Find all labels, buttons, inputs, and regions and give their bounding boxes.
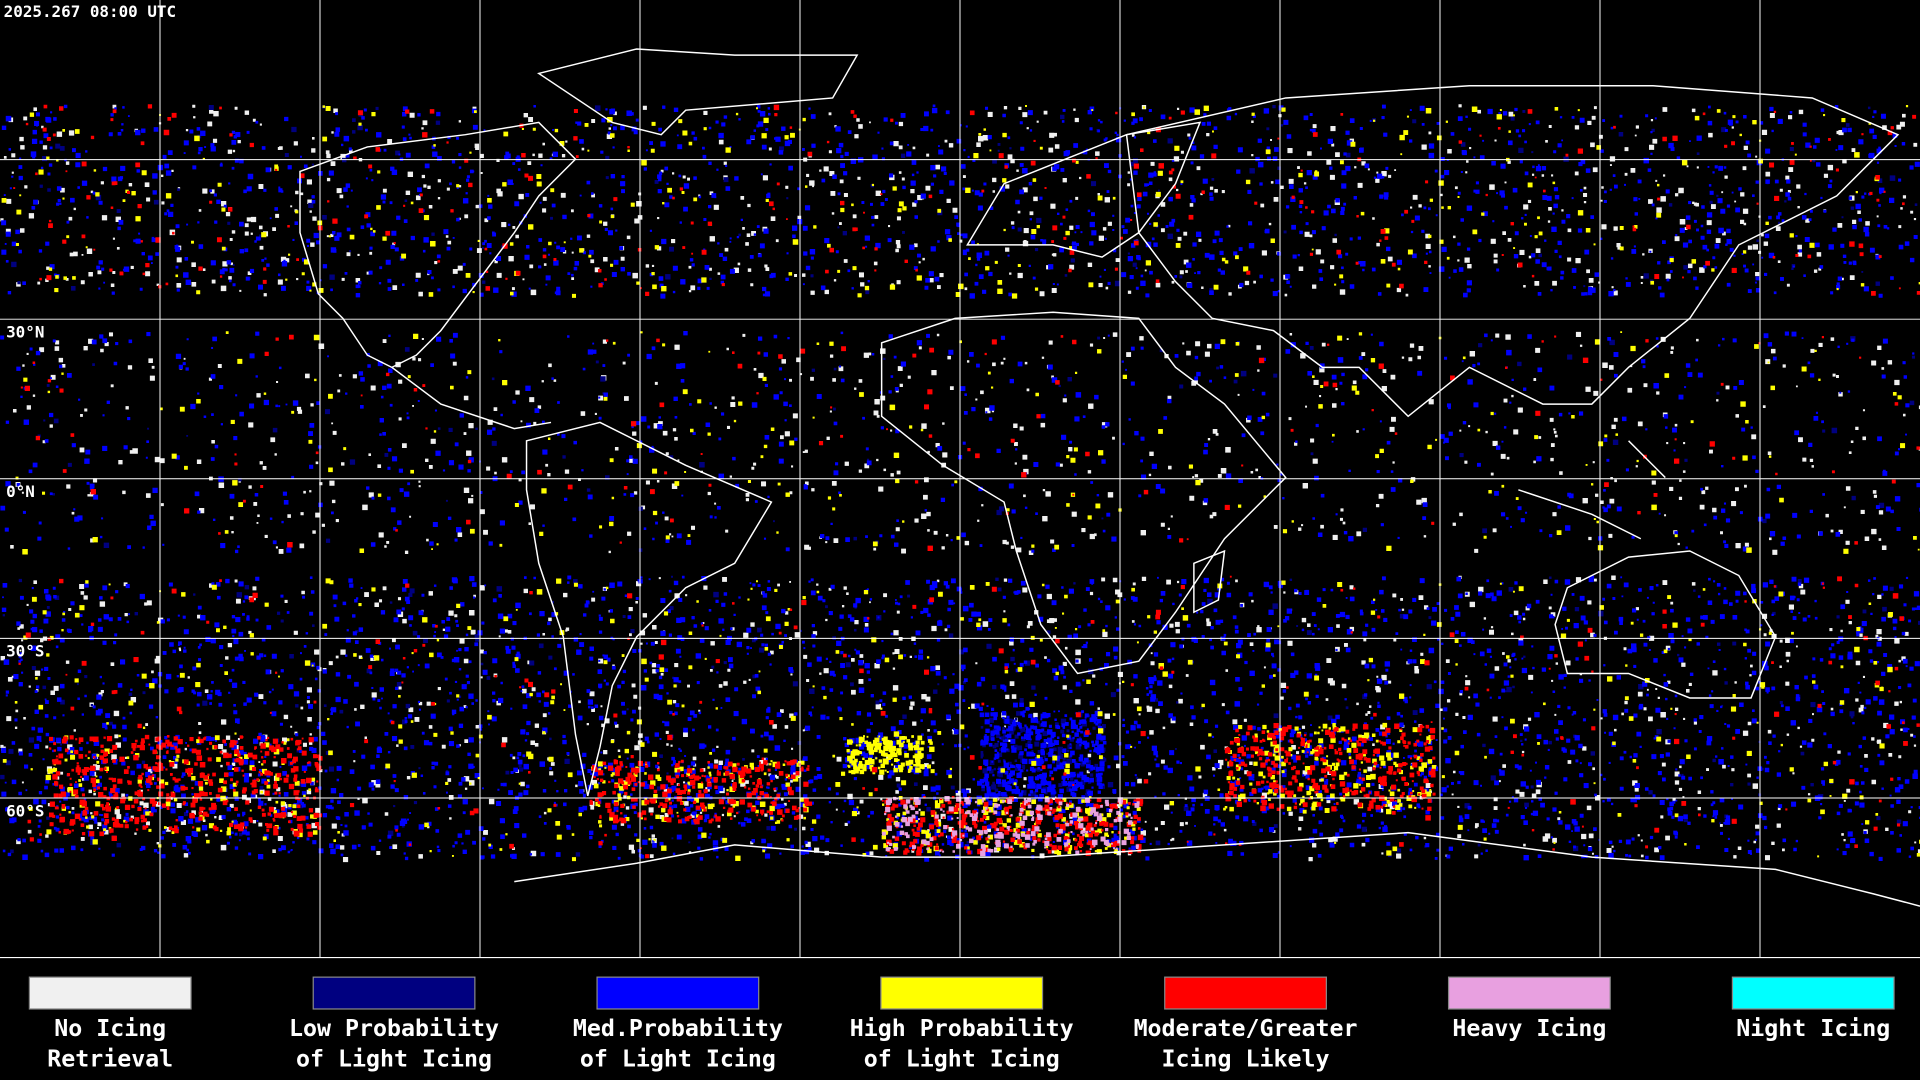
legend-label: Retrieval xyxy=(47,1046,173,1073)
legend-label: Icing Likely xyxy=(1162,1046,1330,1073)
coastlines xyxy=(299,48,1920,907)
latitude-label: 30°N xyxy=(6,323,44,342)
legend-swatch xyxy=(880,976,1044,1010)
coast-asia xyxy=(1125,84,1900,540)
legend-swatch xyxy=(1731,976,1895,1010)
legend-label: Night Icing xyxy=(1736,1015,1890,1042)
legend-label: Moderate/Greater xyxy=(1134,1015,1358,1042)
timestamp: 2025.267 08:00 UTC xyxy=(4,2,176,21)
coast-europe xyxy=(966,121,1202,258)
legend-label: High Probability xyxy=(850,1015,1074,1042)
legend-label: Med.Probability xyxy=(573,1015,783,1042)
legend-swatch xyxy=(1447,976,1611,1010)
legend-label: Low Probability xyxy=(289,1015,499,1042)
coast-north-america xyxy=(299,121,577,430)
legend-label: of Light Icing xyxy=(580,1046,776,1073)
legend-label: Heavy Icing xyxy=(1452,1015,1606,1042)
latitude-label: 60°S xyxy=(6,801,44,820)
legend-label: of Light Icing xyxy=(864,1046,1060,1073)
latitude-label: 30°S xyxy=(6,642,44,661)
coast-antarctica xyxy=(514,831,1920,907)
legend-label: No Icing xyxy=(54,1015,166,1042)
coast-africa xyxy=(880,311,1287,675)
coast-australia xyxy=(1554,550,1777,699)
legend-label: of Light Icing xyxy=(296,1046,492,1073)
icing-speckle xyxy=(882,796,1140,857)
legend-swatch xyxy=(312,976,476,1010)
legend-swatch xyxy=(596,976,760,1010)
legend: No Icing Retrieval Low Probability of Light… xyxy=(28,976,1895,1073)
latitude-labels: 30°N 0°N 30°S 60°S xyxy=(6,323,44,821)
latitude-label: 0°N xyxy=(6,482,35,501)
coast-greenland xyxy=(536,48,859,136)
coast-south-america xyxy=(525,421,773,797)
legend-swatch xyxy=(28,976,192,1010)
graticule xyxy=(0,0,1920,959)
legend-swatch xyxy=(1164,976,1327,1010)
